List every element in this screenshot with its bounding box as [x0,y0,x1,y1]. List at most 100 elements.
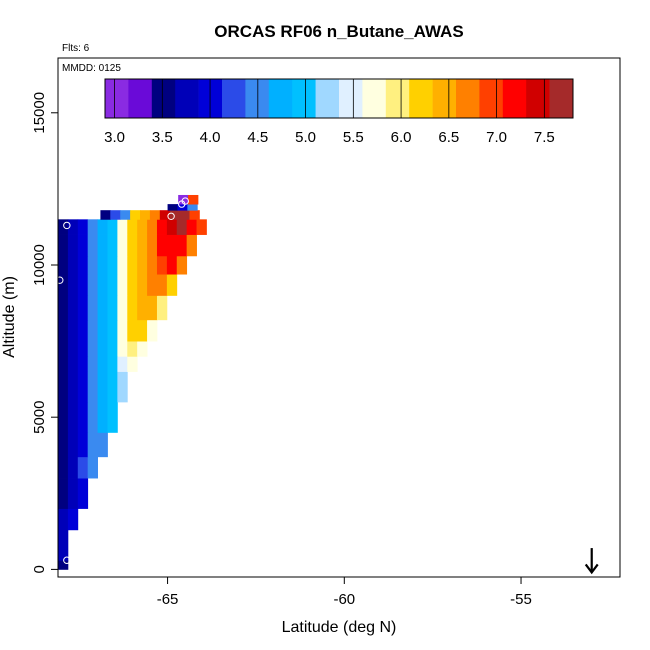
heatmap-cell [77,356,89,372]
colorbar-segment [549,79,574,118]
colorbar-segment [175,79,199,118]
heatmap-cell [97,371,108,403]
colorbar-segment [245,79,270,118]
y-axis-label: Altitude (m) [1,276,18,358]
heatmap-cell [117,234,128,257]
heatmap-cell [58,529,69,561]
colorbar-segment [409,79,433,118]
heatmap-cell [156,219,168,235]
heatmap-cell [67,319,79,342]
heatmap-cell [58,219,69,235]
heatmap-cell [166,234,178,257]
heatmap-cell [77,295,89,321]
heatmap-cell [67,456,79,479]
heatmap-cell [107,371,118,403]
heatmap-cell [87,255,98,275]
colorbar-tick-label: 4.5 [247,129,268,146]
heatmap-cell [147,234,158,257]
heatmap-cell [107,234,118,257]
heatmap-cell [188,194,199,205]
heatmap-cell [147,319,158,342]
flight-points [56,197,189,564]
heatmap-cell [67,295,79,321]
colorbar-segment [292,79,316,118]
chart-title: ORCAS RF06 n_Butane_AWAS [214,22,463,41]
heatmap-cell [137,341,148,357]
heatmap-cell [156,274,168,296]
heatmap-cell [127,219,138,235]
heatmap-cell [58,432,69,458]
colorbar-segment [222,79,246,118]
heatmap-cell [87,341,98,357]
heatmap-cell [77,274,89,296]
colorbar: 3.0 3.5 4.0 4.5 5.0 5.5 6.0 6.5 7.0 7.5 [104,78,574,146]
x-axis-label: Latitude (deg N) [282,619,397,636]
flight-point [167,212,175,220]
heatmap-cell [67,219,79,235]
heatmap-cell [196,219,207,235]
heatmap-cell [87,456,98,479]
heatmap-cell [147,274,158,296]
heatmap-cell [127,234,138,257]
heatmap-cell [87,401,98,433]
heatmap-cell [67,508,79,531]
heatmap-cell [97,234,108,257]
heatmap-cell [127,274,138,296]
heatmap-cell [159,210,171,220]
heatmap-cell [77,234,89,257]
heatmap-cell [107,219,118,235]
flight-point [63,556,71,564]
heatmap-cell [97,432,108,458]
colorbar-tick-label: 3.0 [104,129,125,146]
colorbar-segment [128,79,153,118]
heatmap-cell [67,255,79,275]
y-tick-label: 10000 [31,244,48,286]
heatmap-cell [107,341,118,357]
heatmap-cell [179,210,190,220]
heatmap-cell [169,210,180,220]
heatmap-cell [186,219,197,235]
heatmap-cell [117,295,128,321]
heatmap-cell [58,295,69,321]
y-tick-label: 15000 [31,92,48,134]
heatmap-cell [147,255,158,275]
heatmap-cell [107,274,118,296]
heatmap-cell [117,319,128,342]
heatmap-cell [149,210,161,220]
x-axis: -65 -60 -55 [157,577,532,608]
heatmap-cell [58,341,69,357]
heatmap-cell [107,319,118,342]
heatmap-cell [127,356,138,372]
colorbar-tick-label: 3.5 [152,129,173,146]
colorbar-tick-label: 7.5 [534,129,555,146]
heatmap-cell [156,234,168,257]
heatmap-cell [77,319,89,342]
heatmap-cell [67,341,79,357]
colorbar-tick-label: 6.5 [438,129,459,146]
colorbar-segment [339,79,363,118]
colorbar-segment [479,79,504,118]
y-tick-label: 0 [31,565,48,573]
heatmap-cell [107,356,118,372]
heatmap-cell [130,210,141,220]
colorbar-tick-label: 7.0 [486,129,507,146]
heatmap-cell [189,210,200,220]
flight-point [181,197,189,205]
heatmap-cell [58,456,69,479]
heatmap-cell [166,274,178,296]
heatmap-cell [140,210,151,220]
heatmap-cell [97,356,108,372]
heatmap-cell [67,432,79,458]
heatmap-cell [176,234,188,257]
heatmap-cell [87,234,98,257]
heatmap-cell [58,255,69,275]
colorbar-segment [456,79,480,118]
heatmap-cell [107,295,118,321]
heatmap-cell [58,356,69,372]
heatmap-cell [117,356,128,372]
heatmap-cell [127,341,138,357]
heatmap-cell [147,295,158,321]
heatmap-cell [187,204,198,211]
heatmap-cell [58,560,69,570]
